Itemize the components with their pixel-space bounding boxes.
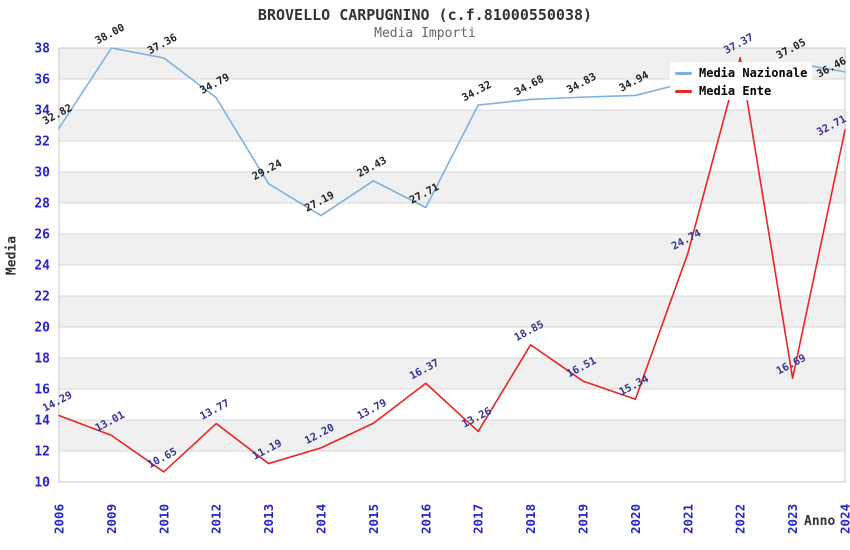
plot-bands: [59, 48, 845, 451]
svg-text:2019: 2019: [576, 504, 591, 534]
svg-text:38: 38: [34, 42, 50, 57]
series-line-media-ente: [58, 56, 846, 473]
svg-text:2022: 2022: [733, 504, 748, 534]
svg-text:34: 34: [34, 104, 50, 119]
svg-text:18: 18: [34, 352, 50, 367]
x-axis-title: Anno: [804, 514, 836, 529]
svg-text:2015: 2015: [366, 504, 381, 534]
svg-text:13.79: 13.79: [355, 397, 389, 422]
svg-text:20: 20: [34, 321, 50, 336]
svg-text:2014: 2014: [314, 504, 329, 534]
svg-text:2016: 2016: [418, 504, 433, 534]
svg-text:2006: 2006: [52, 504, 67, 534]
svg-text:26: 26: [34, 228, 50, 243]
svg-text:24: 24: [34, 259, 50, 274]
legend-item-media-nazionale: Media Nazionale: [675, 64, 812, 82]
svg-text:32: 32: [34, 135, 50, 150]
svg-text:2010: 2010: [156, 504, 171, 534]
ente-line-marker-icon: [675, 89, 692, 93]
svg-text:2009: 2009: [104, 504, 119, 534]
svg-text:12: 12: [34, 445, 50, 460]
svg-text:2021: 2021: [680, 504, 695, 534]
legend-label: Media Ente: [699, 84, 772, 98]
svg-text:36: 36: [34, 73, 50, 88]
svg-text:28: 28: [34, 197, 50, 212]
svg-text:2023: 2023: [785, 504, 800, 534]
chart-title: BROVELLO CARPUGNINO (c.f.81000550038): [257, 6, 593, 24]
svg-text:10: 10: [34, 476, 50, 491]
svg-text:2017: 2017: [471, 504, 486, 534]
chart-subtitle: Media Importi: [374, 26, 476, 41]
nazionale-line-marker-icon: [675, 71, 692, 75]
svg-text:22: 22: [34, 290, 50, 305]
svg-text:2018: 2018: [523, 504, 538, 534]
svg-text:2020: 2020: [628, 504, 643, 534]
x-axis-ticks: 2006 2009 2010 2012 2013 2014 2015 2016 2017 2018…: [52, 504, 850, 534]
y-axis-title: Media: [4, 235, 20, 276]
svg-text:2012: 2012: [209, 504, 224, 534]
svg-text:14: 14: [34, 414, 50, 429]
svg-text:34.32: 34.32: [460, 79, 494, 104]
svg-text:2024: 2024: [838, 504, 850, 534]
legend-item-media-ente: Media Ente: [675, 82, 812, 100]
svg-text:16: 16: [34, 383, 50, 398]
legend: Media Nazionale Media Ente: [670, 62, 812, 100]
legend-label: Media Nazionale: [699, 66, 808, 80]
svg-text:38.00: 38.00: [93, 22, 127, 47]
plot-border: [58, 47, 846, 483]
svg-text:2013: 2013: [261, 504, 276, 534]
svg-text:30: 30: [34, 166, 50, 181]
y-axis-ticks: 10 12 14 16 18 20 22 24 26 28 30 32 34 36 38: [34, 42, 50, 491]
svg-text:13.77: 13.77: [198, 397, 232, 422]
